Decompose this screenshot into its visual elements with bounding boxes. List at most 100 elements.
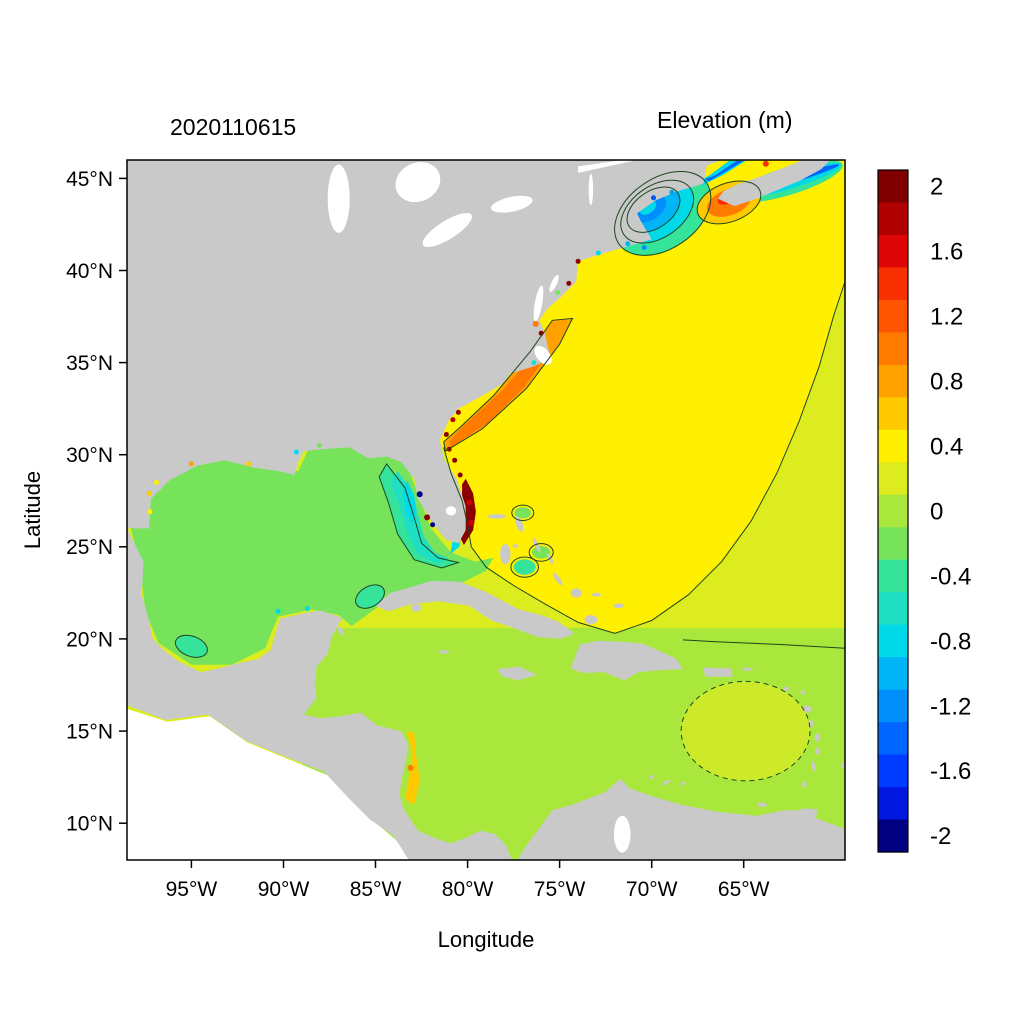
land-cuba [375,580,575,639]
coastal-speckle [669,189,675,195]
coastal-speckle [443,432,449,437]
bahamas-eddy-1 [513,559,536,575]
colorbar-segment [878,754,908,788]
chesapeake-bay [533,285,544,322]
yucatan-channel-low [355,584,385,609]
bay-of-fundy-low-inner [705,160,744,182]
coastal-speckle [575,258,581,264]
contour-se-caribbean [680,680,811,782]
colorbar-segment [878,559,908,593]
coastal-speckle [154,479,159,485]
coastal-speckle [531,360,537,366]
land-jamaica [497,666,538,681]
plot-frame [126,159,846,861]
lake-ontario [491,195,533,213]
colorbar-tick-label: 0.4 [930,433,963,460]
coastal-speckle [566,280,572,286]
colorbar-segment [878,299,908,333]
colorbar-tick-label: 2 [930,174,943,201]
contour-gom-3 [626,186,681,233]
contour-campeche [174,634,208,658]
contour-yucatan [355,584,385,609]
island-eleuthera [532,537,541,553]
contour-19n [682,639,845,649]
island-curacao [662,779,671,786]
coastal-speckle [651,195,656,201]
pacific-nodata [127,708,411,860]
colorbar-segment [878,592,908,626]
land-north-america [127,160,722,544]
coastal-speckle [762,160,769,167]
land-trinidad [800,808,818,822]
coastal-speckle [625,241,631,247]
axes: 95°W 90°W 85°W 80°W 75°W 70°W 65°W 10°N 15°N 20°N… [66,159,846,901]
coastal-speckle [468,519,475,526]
island-martinique [814,733,821,742]
colorbar-tick-label: 0 [930,498,943,525]
colorbar-tick-label: -1.2 [930,693,971,720]
coastal-speckle [416,491,423,498]
contour-west-florida [378,462,461,569]
lake-erie [422,213,472,247]
x-tick-label: 70°W [626,878,678,901]
coastal-speckle [316,443,322,448]
coastal-speckle [595,250,601,256]
colorbar-segment [878,657,908,691]
colorbar-segment [878,527,908,561]
island-isla-juventud [410,603,422,612]
contour-gulf-stream [443,317,574,452]
island-grenada [802,781,807,788]
bahamas-eddy-3 [514,507,532,519]
island-great-inagua [584,615,598,625]
colorbar-segment [878,234,908,269]
island-cozumel [338,626,344,636]
colorbar-segment [878,202,908,236]
colorbar-segment [878,787,908,821]
gulf-stream-warm-inner [449,351,547,448]
island-turks-caicos [613,603,625,608]
delaware-bay [549,274,559,292]
colorbar-outline [877,169,909,853]
lake-okeechobee [445,506,457,516]
x-tick-label: 80°W [442,878,494,901]
colorbar-tick-label: -2 [930,823,951,850]
colorbar-tick-label: -1.6 [930,758,971,785]
y-tick-label: 35°N [66,352,113,375]
coastal-speckle [188,461,194,467]
land-south-america [517,778,845,860]
y-tick-label: 10°N [66,813,113,836]
coastal-speckle [275,608,281,614]
lake-michigan [327,164,350,233]
contour-eddy-2 [528,543,554,562]
land-puerto-rico [703,667,733,677]
island-bonaire [680,781,686,786]
coastal-speckle [430,522,436,528]
island-cat [546,553,554,565]
island-grand-bahama [487,514,507,519]
colorbar-tick-label: -0.4 [930,563,971,590]
island-barbados [841,762,845,768]
land-nova-scotia [718,160,831,207]
y-tick-label: 15°N [66,720,113,743]
colorbar-segment [878,429,908,463]
colorbar-tick-label: 0.8 [930,369,963,396]
coastal-speckle [532,320,539,327]
island-antigua [800,690,805,695]
coastal-speckle [407,764,414,771]
island-st-lucia [815,747,820,755]
y-tick-label: 20°N [66,628,113,651]
contour-0p4-atlantic [443,281,845,634]
contour-georges-bank [696,180,762,225]
colorbar-segment [878,364,908,398]
y-tick-label: 45°N [66,168,113,191]
island-long-island-bahamas [553,572,563,586]
colorbar-tick-label: 1.6 [930,239,963,266]
island-virgin-islands [741,667,753,671]
coastal-speckle [424,514,431,521]
campeche-low [175,635,208,658]
coastal-speckle [466,499,473,506]
colorbar-segment [878,462,908,496]
island-grand-cayman [438,650,450,654]
island-andros [500,544,511,565]
